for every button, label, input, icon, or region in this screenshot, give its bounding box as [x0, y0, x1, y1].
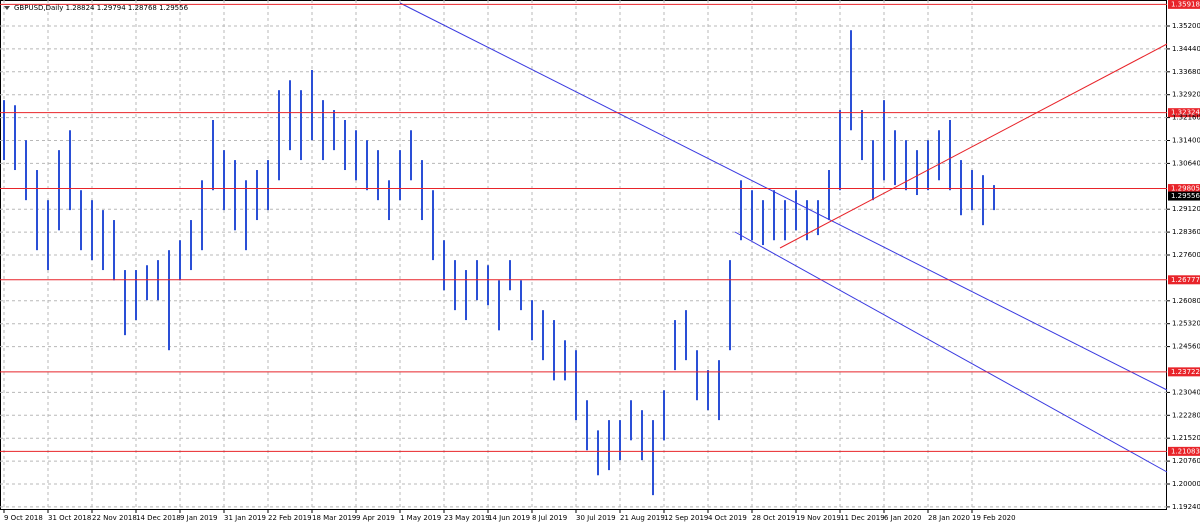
x-tick-label: 31 Oct 2018 — [48, 514, 91, 522]
x-tick-label: 11 Dec 2019 — [840, 514, 885, 522]
y-tick-label: 1.27600 — [1172, 251, 1200, 259]
trend-line — [399, 2, 1168, 391]
x-tick-label: 12 Sep 2019 — [664, 514, 708, 522]
x-tick-label: 4 Oct 2019 — [708, 514, 747, 522]
x-tick-label: 9 Oct 2018 — [4, 514, 43, 522]
level-label-box — [1168, 446, 1200, 456]
x-tick-label: 21 Aug 2019 — [620, 514, 665, 522]
level-label: 1.21083 — [1171, 447, 1200, 455]
title-icon — [4, 6, 10, 10]
x-tick-label: 19 Feb 2020 — [972, 514, 1016, 522]
level-label: 1.26777 — [1171, 276, 1200, 284]
y-tick-label: 1.22280 — [1172, 411, 1200, 419]
y-tick-label: 1.28360 — [1172, 228, 1200, 236]
y-tick-label: 1.33680 — [1172, 68, 1200, 76]
x-tick-label: 30 Jul 2019 — [576, 514, 616, 522]
x-tick-label: 9 Jan 2019 — [180, 514, 218, 522]
x-tick-label: 28 Oct 2019 — [752, 514, 795, 522]
x-tick-label: 18 Mar 2019 — [312, 514, 356, 522]
x-tick-label: 14 Dec 2018 — [136, 514, 181, 522]
y-tick-label: 1.32160 — [1172, 114, 1200, 122]
level-label-box — [1168, 184, 1200, 194]
x-tick-label: 6 Jan 2020 — [884, 514, 922, 522]
y-tick-label: 1.31400 — [1172, 137, 1200, 145]
x-tick-label: 8 Jul 2019 — [532, 514, 567, 522]
y-tick-label: 1.24560 — [1172, 343, 1200, 351]
overlay: 1.35918 1.32324 1.29805 1.26777 1.23722 1.210… — [0, 0, 1200, 456]
x-tick-label: 31 Jan 2019 — [224, 514, 266, 522]
x-tick-label: 22 Feb 2019 — [268, 514, 312, 522]
y-tick-label: 1.29120 — [1172, 205, 1200, 213]
level-label: 1.35918 — [1171, 0, 1200, 8]
chart-title: GBPUSD,Daily 1.28824 1.29794 1.28768 1.2… — [14, 4, 189, 12]
level-label: 1.32324 — [1171, 109, 1200, 117]
y-tick-label: 1.21520 — [1172, 434, 1200, 442]
y-tick-label: 1.23040 — [1172, 388, 1200, 396]
level-label-box — [1168, 108, 1200, 118]
x-tick-label: 22 Nov 2018 — [92, 514, 137, 522]
y-tick-label: 1.20760 — [1172, 457, 1200, 465]
x-tick-label: 23 May 2019 — [444, 514, 490, 522]
y-tick-label: 1.19240 — [1172, 503, 1200, 511]
y-tick-label: 1.32920 — [1172, 91, 1200, 99]
x-tick-label: 19 Nov 2019 — [796, 514, 841, 522]
y-tick-label: 1.20000 — [1172, 480, 1200, 488]
trend-line — [779, 43, 1168, 249]
x-tick-label: 14 Jun 2019 — [488, 514, 530, 522]
y-tick-label: 1.26080 — [1172, 297, 1200, 305]
last-price-label: 1.29556 — [1171, 192, 1200, 200]
level-label-box — [1168, 275, 1200, 285]
y-tick-label: 1.30640 — [1172, 159, 1200, 167]
x-tick-label: 9 Apr 2019 — [356, 514, 395, 522]
price-bars — [3, 30, 995, 496]
y-tick-label: 1.34440 — [1172, 45, 1200, 53]
level-label-box — [1168, 0, 1200, 9]
level-label: 1.23722 — [1171, 368, 1200, 376]
y-tick-label: 1.35200 — [1172, 22, 1200, 30]
y-tick-label: 1.25320 — [1172, 320, 1200, 328]
last-price-box — [1168, 191, 1200, 201]
trend-line — [734, 231, 1168, 473]
x-tick-label: 1 May 2019 — [400, 514, 441, 522]
level-label: 1.29805 — [1171, 185, 1200, 193]
x-tick-label: 28 Jan 2020 — [928, 514, 970, 522]
level-label-box — [1168, 367, 1200, 377]
